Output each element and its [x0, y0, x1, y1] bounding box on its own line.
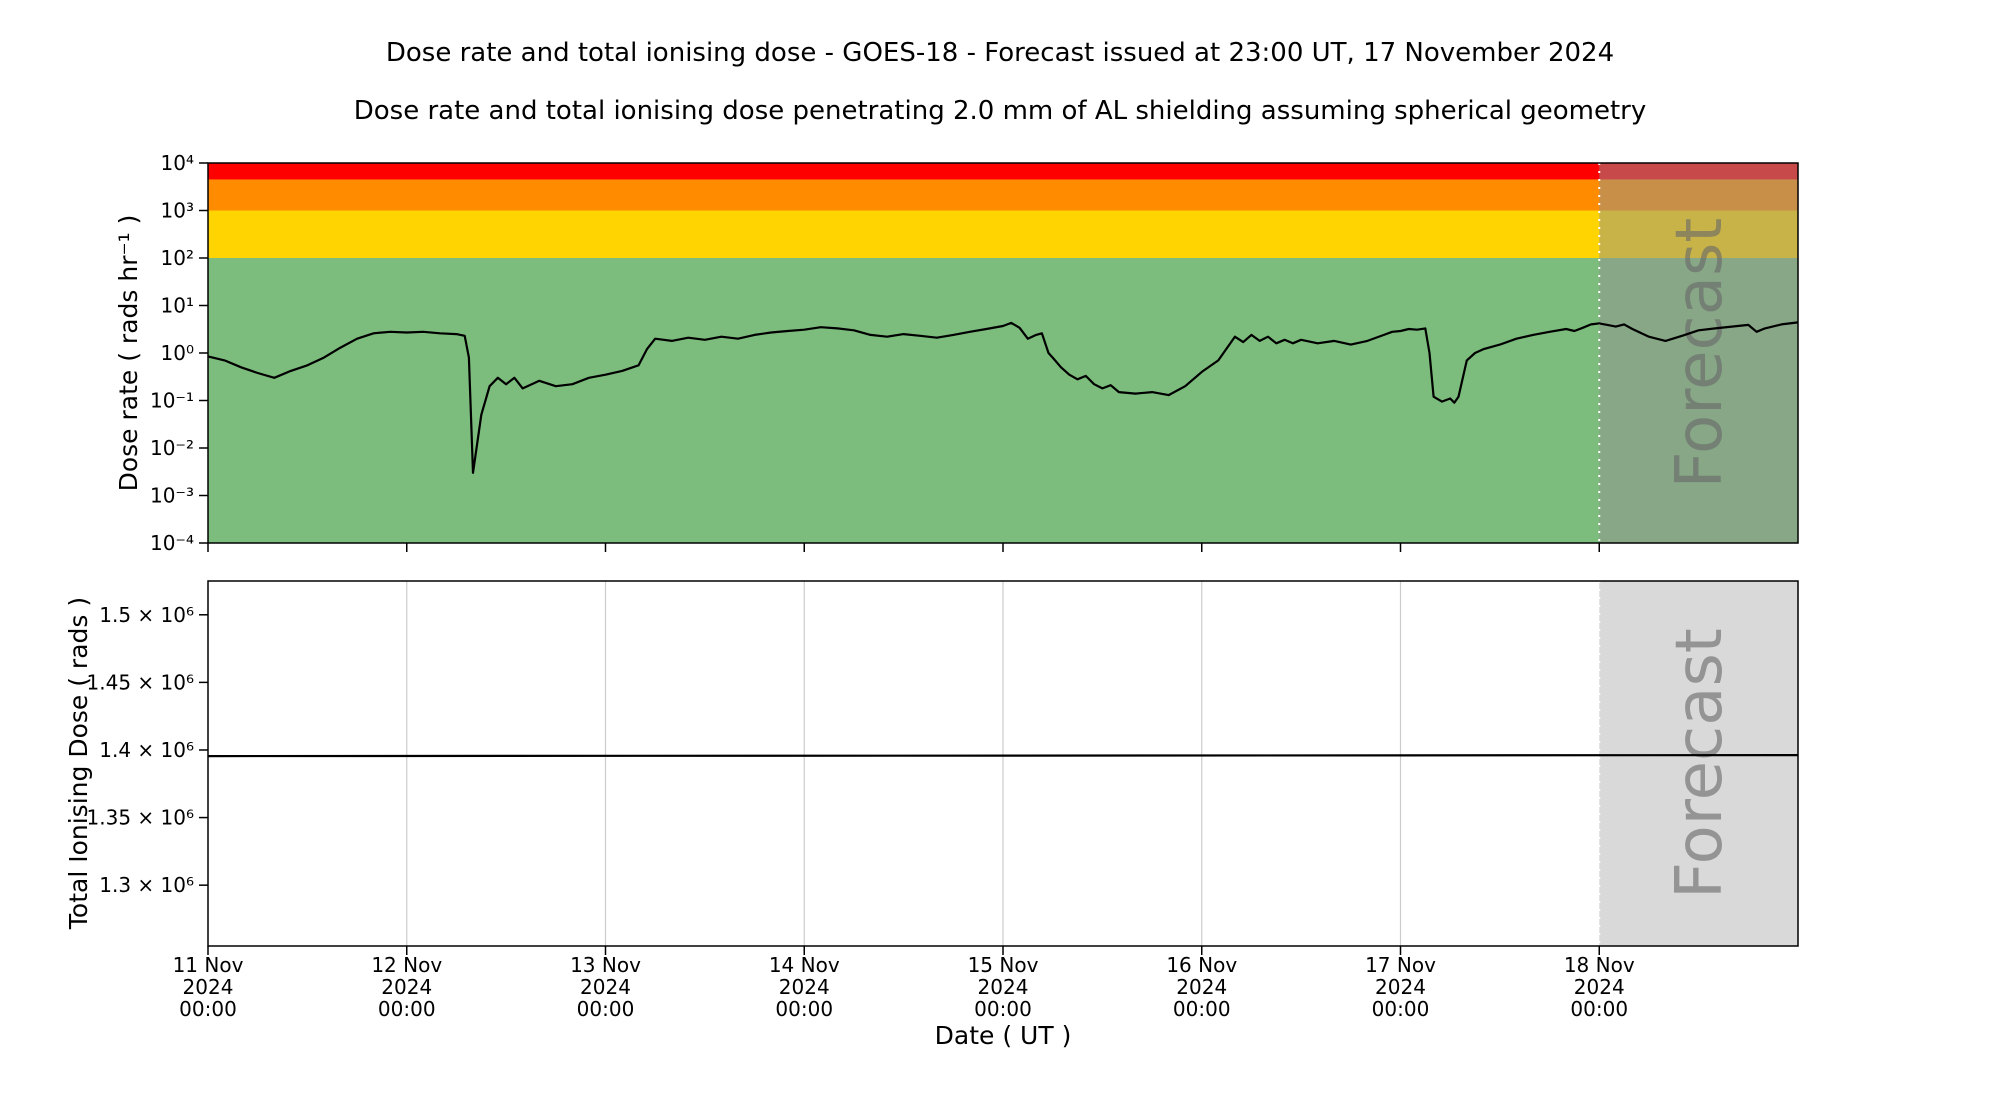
x-tick-label-72: 14 Nov 2024 00:00: [769, 953, 840, 1021]
forecast-watermark-bottom: Forecast: [1663, 628, 1737, 899]
total-dose-line: [207, 754, 1799, 758]
y-axis-ticks: 10⁴ 10³ 10² 10¹ 10⁰ 10⁻¹ 10⁻² 10⁻³ 10⁻⁴: [150, 151, 208, 555]
y-tick-label: 10³: [161, 199, 194, 223]
y-tick-label: 1.35 × 10⁶: [87, 806, 194, 830]
day-gridlines: [406, 581, 1402, 946]
y-tick-label: 10⁰: [161, 341, 194, 365]
threshold-band-red: [208, 163, 1798, 180]
forecast-watermark-top: Forecast: [1663, 218, 1737, 489]
total-dose-y-axis-label: Total Ionising Dose ( rads ): [64, 597, 93, 930]
chart-subtitle: Dose rate and total ionising dose penetr…: [353, 96, 1647, 126]
x-tick-label-168: 18 Nov 2024 00:00: [1564, 953, 1635, 1021]
x-tick-labels: 11 Nov 2024 00:00 12 Nov 2024 00:00 13 Nov 2024…: [173, 953, 1635, 1021]
dose-rate-y-axis-label: Dose rate ( rads hr⁻¹ ): [114, 215, 143, 492]
y-tick-label: 10⁴: [161, 151, 194, 175]
y-tick-label: 1.4 × 10⁶: [99, 738, 194, 762]
threshold-band-yellow: [208, 210, 1798, 258]
y-tick-label: 1.45 × 10⁶: [87, 670, 194, 694]
x-tick-label-48: 13 Nov 2024 00:00: [570, 953, 641, 1021]
y-tick-label: 10⁻⁴: [150, 531, 194, 555]
total-dose-plot: Forecast 1.5 × 10⁶ 1.45 × 10⁶ 1.4 × 10⁶ 1.35…: [87, 580, 1799, 955]
forecast-region-bottom: [1599, 581, 1798, 946]
y-tick-label: 10⁻¹: [150, 389, 194, 413]
dose-rate-threshold-bands: [208, 163, 1798, 543]
x-axis-ticks: [207, 946, 1600, 955]
forecast-region-top: [1599, 163, 1798, 543]
y-tick-label: 10¹: [161, 294, 194, 318]
x-axis-label: Date ( UT ): [935, 1021, 1072, 1050]
y-tick-label: 10⁻²: [150, 436, 194, 460]
threshold-band-orange: [208, 179, 1798, 211]
y-tick-label: 10⁻³: [150, 484, 194, 508]
x-tick-label-96: 15 Nov 2024 00:00: [968, 953, 1039, 1021]
x-tick-label-0: 11 Nov 2024 00:00: [173, 953, 244, 1021]
x-tick-label-24: 12 Nov 2024 00:00: [371, 953, 442, 1021]
x-axis-ticks: [207, 543, 1600, 552]
x-tick-label-144: 17 Nov 2024 00:00: [1365, 953, 1436, 1021]
dose-rate-plot: Forecast 10⁴ 10³ 10² 10¹ 10⁰ 10⁻¹ 10⁻² 10⁻³ 10⁻⁴: [150, 151, 1799, 555]
y-axis-ticks: 1.5 × 10⁶ 1.45 × 10⁶ 1.4 × 10⁶ 1.35 × 10⁶ 1.…: [87, 603, 208, 897]
x-tick-label-120: 16 Nov 2024 00:00: [1166, 953, 1237, 1021]
chart-title: Dose rate and total ionising dose - GOES…: [385, 38, 1615, 68]
y-tick-label: 10²: [161, 246, 194, 270]
dose-rate-line: [207, 321, 1799, 474]
threshold-band-green: [208, 258, 1798, 543]
y-tick-label: 1.5 × 10⁶: [99, 603, 194, 627]
y-tick-label: 1.3 × 10⁶: [99, 873, 194, 897]
